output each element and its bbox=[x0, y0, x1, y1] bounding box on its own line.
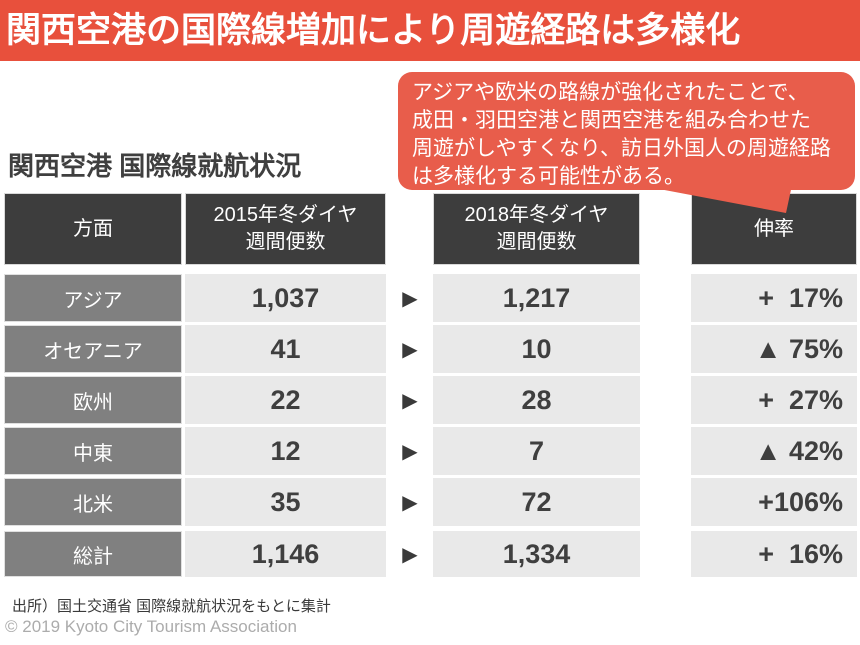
value-2015-cell: 1,146 bbox=[185, 531, 386, 577]
region-cell: オセアニア bbox=[4, 325, 182, 373]
page-title: 関西空港の国際線増加により周遊経路は多様化 bbox=[0, 0, 860, 61]
value-2018-cell: 1,217 bbox=[433, 274, 640, 322]
growth-cell: + 27% bbox=[691, 376, 857, 424]
arrow-right-icon: ▶ bbox=[402, 491, 418, 514]
arrow-right-icon: ▶ bbox=[402, 389, 418, 412]
growth-cell: + 17% bbox=[691, 274, 857, 322]
region-cell: アジア bbox=[4, 274, 182, 322]
callout-tail bbox=[638, 185, 792, 213]
value-2018-cell: 10 bbox=[433, 325, 640, 373]
region-cell: 北米 bbox=[4, 478, 182, 526]
arrow-right-icon: ▶ bbox=[402, 543, 418, 566]
value-2018-cell: 72 bbox=[433, 478, 640, 526]
region-cell: 総計 bbox=[4, 531, 182, 577]
growth-cell: ▲ 42% bbox=[691, 427, 857, 475]
value-2015-cell: 22 bbox=[185, 376, 386, 424]
value-2015-cell: 12 bbox=[185, 427, 386, 475]
source-note: 出所）国土交通省 国際線就航状況をもとに集計 bbox=[12, 598, 331, 615]
arrow-right-icon: ▶ bbox=[402, 338, 418, 361]
growth-cell: + 16% bbox=[691, 531, 857, 577]
arrow-right-icon: ▶ bbox=[402, 440, 418, 463]
section-title: 関西空港 国際線就航状況 bbox=[8, 151, 302, 181]
copyright-text: © 2019 Kyoto City Tourism Association bbox=[5, 617, 297, 636]
region-cell: 欧州 bbox=[4, 376, 182, 424]
region-cell: 中東 bbox=[4, 427, 182, 475]
value-2015-cell: 35 bbox=[185, 478, 386, 526]
growth-cell: +106% bbox=[691, 478, 857, 526]
col-header-2015-winter: 2015年冬ダイヤ 週間便数 bbox=[185, 193, 386, 265]
value-2018-cell: 1,334 bbox=[433, 531, 640, 577]
growth-cell: ▲ 75% bbox=[691, 325, 857, 373]
callout-bubble: アジアや欧米の路線が強化されたことで、 成田・羽田空港と関西空港を組み合わせた … bbox=[398, 72, 855, 190]
col-header-2018-winter: 2018年冬ダイヤ 週間便数 bbox=[433, 193, 640, 265]
col-header-direction: 方面 bbox=[4, 193, 182, 265]
value-2015-cell: 1,037 bbox=[185, 274, 386, 322]
value-2018-cell: 28 bbox=[433, 376, 640, 424]
value-2018-cell: 7 bbox=[433, 427, 640, 475]
value-2015-cell: 41 bbox=[185, 325, 386, 373]
arrow-right-icon: ▶ bbox=[402, 287, 418, 310]
